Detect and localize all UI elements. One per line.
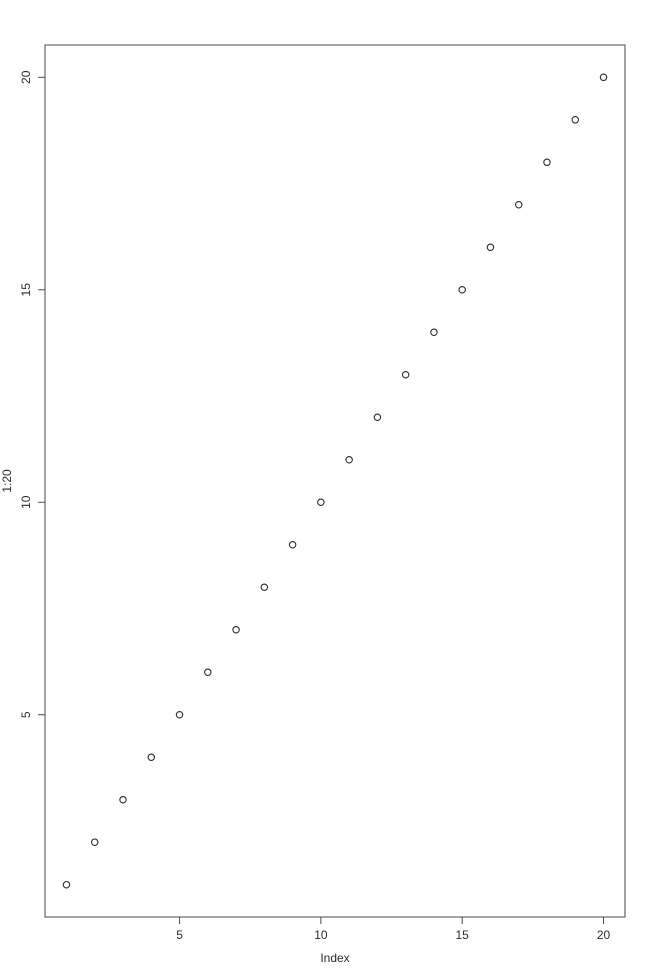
- data-point: [373, 413, 382, 422]
- y-tick-label: 15: [19, 283, 33, 297]
- axis-tick-labels: 5 10 15 20 5 10 15 20: [19, 70, 611, 942]
- data-point: [204, 668, 212, 676]
- data-point: [401, 371, 410, 379]
- data-point: [430, 328, 438, 337]
- plot-box: [44, 44, 626, 918]
- data-point: [345, 456, 353, 464]
- data-point: [147, 753, 156, 761]
- data-point: [458, 286, 466, 294]
- data-point: [288, 540, 297, 549]
- x-tick-label: 20: [597, 928, 611, 942]
- data-point: [260, 583, 269, 591]
- data-point: [62, 880, 71, 889]
- y-tick-label: 5: [19, 711, 33, 718]
- x-tick-label: 5: [176, 928, 183, 942]
- axis-ticks: [38, 76, 605, 924]
- data-point: [599, 73, 608, 82]
- x-tick-label: 15: [456, 928, 470, 942]
- data-points: [62, 73, 608, 889]
- x-tick-label: 10: [314, 928, 328, 942]
- y-tick-label: 10: [19, 495, 33, 509]
- y-tick-label: 20: [19, 70, 33, 84]
- data-point: [232, 625, 240, 634]
- data-point: [486, 243, 495, 252]
- data-point: [543, 158, 551, 167]
- data-point: [119, 795, 127, 804]
- data-point: [175, 710, 184, 719]
- x-axis-label: Index: [320, 951, 349, 965]
- data-point: [90, 838, 99, 846]
- y-axis-label: 1:20: [0, 469, 14, 493]
- data-point: [571, 116, 580, 124]
- data-point: [514, 201, 523, 209]
- data-point: [317, 498, 325, 506]
